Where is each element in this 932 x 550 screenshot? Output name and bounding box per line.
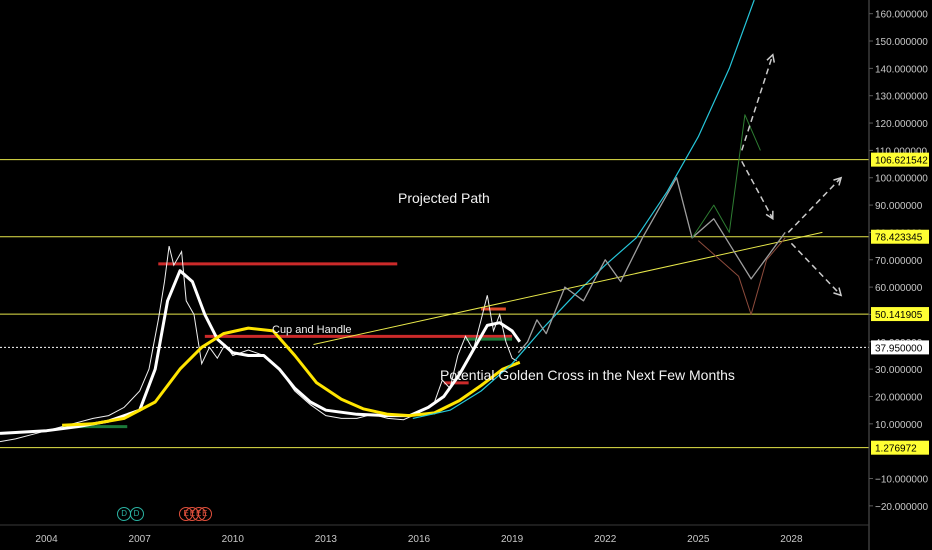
- annotation-projected-path: Projected Path: [398, 190, 490, 206]
- projection-arrowhead-0: [766, 53, 776, 63]
- y-tick-label-15: 140.000000: [875, 64, 928, 75]
- y-tick-label-4: 30.000000: [875, 365, 923, 376]
- annotation-cup-and-handle: Cup and Handle: [272, 324, 352, 336]
- projection-arrow-3: [790, 242, 842, 296]
- series-line-6: [697, 237, 786, 315]
- projection-arrowhead-3: [833, 287, 843, 297]
- series-line-5: [691, 114, 761, 239]
- series-line-0: [0, 269, 522, 435]
- level-label-2: 50.141905: [875, 310, 923, 321]
- y-tick-label-13: 120.000000: [875, 119, 928, 130]
- projection-arrowhead-2: [833, 176, 843, 186]
- level-label-bg-4: [871, 340, 929, 355]
- event-marker-1[interactable]: D: [129, 507, 144, 521]
- level-label-bg-0: [871, 152, 929, 167]
- y-tick-label-11: 100.000000: [875, 174, 928, 185]
- level-label-bg-3: [871, 440, 929, 455]
- level-label-0: 106.621542: [875, 156, 928, 167]
- level-label-4: 37.950000: [875, 343, 923, 354]
- series-line-3: [313, 231, 823, 345]
- y-tick-label-3: 20.000000: [875, 392, 923, 403]
- event-marker-5[interactable]: E: [197, 507, 212, 521]
- series-line-1: [62, 326, 521, 427]
- x-tick-label-2: 2010: [222, 534, 245, 545]
- level-label-1: 78.423345: [875, 233, 923, 244]
- projection-arrow-2: [787, 177, 842, 233]
- x-tick-label-8: 2028: [780, 534, 803, 545]
- projection-arrow-0: [741, 54, 774, 151]
- x-tick-label-6: 2022: [594, 534, 617, 545]
- level-label-bg-2: [871, 307, 929, 322]
- y-tick-label-16: 150.000000: [875, 37, 928, 48]
- y-tick-label-14: 130.000000: [875, 92, 928, 103]
- x-tick-label-3: 2013: [315, 534, 338, 545]
- price-series: [0, 245, 517, 443]
- projection-arrow-1: [741, 160, 774, 220]
- y-tick-label-17: 160.000000: [875, 10, 928, 21]
- y-tick-label-2: 10.000000: [875, 420, 923, 431]
- annotation-golden-cross: Potential Golden Cross in the Next Few M…: [440, 367, 735, 383]
- y-tick-label-8: 70.000000: [875, 256, 923, 267]
- x-tick-label-1: 2007: [129, 534, 152, 545]
- y-tick-label-1: −10.000000: [875, 475, 929, 486]
- x-tick-label-5: 2019: [501, 534, 524, 545]
- y-tick-label-10: 90.000000: [875, 201, 923, 212]
- x-tick-label-7: 2025: [687, 534, 710, 545]
- series-line-4: [517, 177, 786, 354]
- level-label-bg-1: [871, 229, 929, 244]
- projection-arrowhead-1: [765, 210, 774, 221]
- series-line-2: [412, 0, 755, 419]
- y-tick-label-0: −20.000000: [875, 502, 929, 513]
- y-tick-label-7: 60.000000: [875, 283, 923, 294]
- y-tick-label-12: 110.000000: [875, 146, 928, 157]
- x-tick-label-0: 2004: [35, 534, 58, 545]
- level-label-3: 1.276972: [875, 444, 917, 455]
- x-tick-label-4: 2016: [408, 534, 431, 545]
